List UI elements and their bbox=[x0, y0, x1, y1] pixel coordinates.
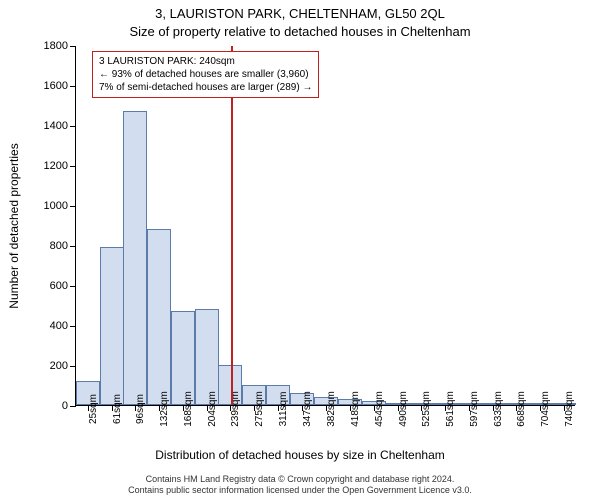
y-tick-label: 0 bbox=[62, 400, 68, 412]
x-tick-label: 311sqm bbox=[278, 392, 289, 427]
x-tick-label: 96sqm bbox=[135, 394, 146, 424]
y-tick-label: 400 bbox=[50, 320, 68, 332]
y-tick-label: 1400 bbox=[44, 120, 68, 132]
y-tick-label: 1000 bbox=[44, 200, 68, 212]
y-tick bbox=[70, 246, 76, 247]
chart-title: Size of property relative to detached ho… bbox=[0, 24, 600, 39]
x-tick-label: 740sqm bbox=[564, 391, 575, 427]
attribution-line-1: Contains HM Land Registry data © Crown c… bbox=[0, 474, 600, 485]
reference-line bbox=[231, 46, 233, 405]
x-tick-label: 525sqm bbox=[421, 391, 432, 427]
x-tick-label: 490sqm bbox=[398, 391, 409, 427]
x-tick-label: 597sqm bbox=[469, 391, 480, 427]
y-tick bbox=[70, 326, 76, 327]
plot-area: 02004006008001000120014001600180025sqm61… bbox=[75, 46, 575, 406]
y-tick-label: 800 bbox=[50, 240, 68, 252]
x-tick-label: 633sqm bbox=[493, 391, 504, 427]
histogram-bar bbox=[123, 111, 147, 405]
y-tick-label: 1800 bbox=[44, 40, 68, 52]
y-tick-label: 600 bbox=[50, 280, 68, 292]
y-tick-label: 200 bbox=[50, 360, 68, 372]
info-line-1: 3 LAURISTON PARK: 240sqm bbox=[99, 55, 312, 68]
x-tick-label: 382sqm bbox=[326, 391, 337, 427]
x-tick-label: 168sqm bbox=[183, 391, 194, 427]
y-tick bbox=[70, 46, 76, 47]
x-tick-label: 704sqm bbox=[540, 391, 551, 427]
y-tick bbox=[70, 406, 76, 407]
x-tick-label: 132sqm bbox=[159, 391, 170, 427]
x-tick-label: 668sqm bbox=[516, 391, 527, 427]
super-title: 3, LAURISTON PARK, CHELTENHAM, GL50 2QL bbox=[0, 6, 600, 21]
y-tick bbox=[70, 86, 76, 87]
y-tick-label: 1600 bbox=[44, 80, 68, 92]
x-tick-label: 61sqm bbox=[112, 394, 123, 424]
x-tick-label: 275sqm bbox=[254, 391, 265, 427]
histogram-bar bbox=[100, 247, 124, 405]
y-tick bbox=[70, 286, 76, 287]
x-axis-label: Distribution of detached houses by size … bbox=[0, 448, 600, 462]
x-tick-label: 25sqm bbox=[88, 394, 99, 424]
chart-container: 3, LAURISTON PARK, CHELTENHAM, GL50 2QL … bbox=[0, 0, 600, 500]
histogram-bar bbox=[147, 229, 171, 405]
attribution: Contains HM Land Registry data © Crown c… bbox=[0, 474, 600, 496]
info-line-3: 7% of semi-detached houses are larger (2… bbox=[99, 81, 312, 94]
x-tick-label: 347sqm bbox=[302, 391, 313, 427]
y-tick bbox=[70, 126, 76, 127]
y-axis-label: Number of detached properties bbox=[7, 143, 21, 308]
x-tick-label: 561sqm bbox=[445, 391, 456, 427]
x-tick-label: 454sqm bbox=[374, 391, 385, 427]
y-tick bbox=[70, 206, 76, 207]
reference-info-box: 3 LAURISTON PARK: 240sqm ← 93% of detach… bbox=[92, 51, 319, 98]
y-tick bbox=[70, 166, 76, 167]
x-tick-label: 204sqm bbox=[207, 391, 218, 427]
y-tick-label: 1200 bbox=[44, 160, 68, 172]
y-tick bbox=[70, 366, 76, 367]
info-line-2: ← 93% of detached houses are smaller (3,… bbox=[99, 68, 312, 81]
attribution-line-2: Contains public sector information licen… bbox=[0, 485, 600, 496]
x-tick-label: 418sqm bbox=[350, 391, 361, 427]
